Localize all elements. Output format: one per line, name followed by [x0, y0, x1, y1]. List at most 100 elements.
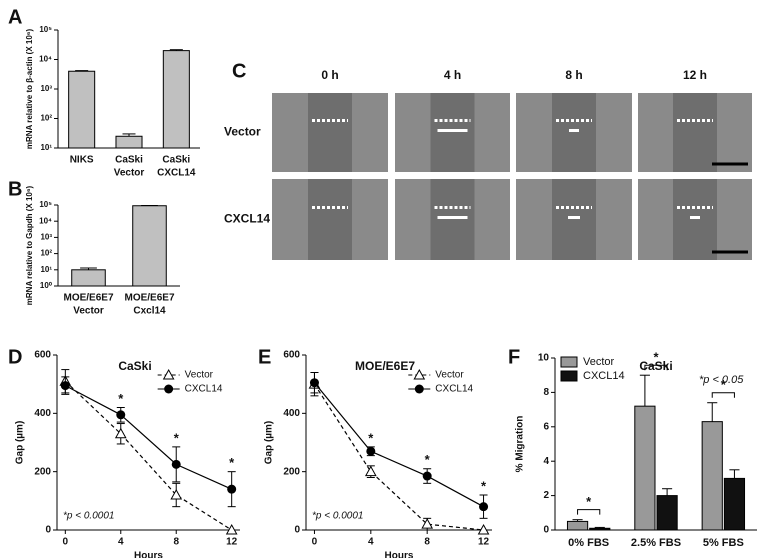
x-tick-label: Cxcl14 — [133, 306, 166, 317]
x-tick-label: 2.5% FBS — [631, 537, 681, 549]
series-line — [64, 380, 233, 531]
chart-title: CaSki — [639, 359, 672, 373]
annotation: *p < 0.0001 — [312, 511, 363, 522]
wound-gap — [308, 179, 352, 260]
y-tick-label: 10⁵ — [39, 25, 52, 34]
row-label: Vector — [224, 125, 261, 139]
significance-star: * — [118, 391, 124, 406]
column-header: 4 h — [444, 68, 461, 82]
x-tick-label: CXCL14 — [157, 168, 196, 179]
significance-bracket — [577, 509, 601, 515]
legend-swatch — [560, 370, 578, 382]
y-tick-label: 10⁴ — [39, 216, 52, 225]
legend-swatch — [560, 356, 578, 368]
bar — [656, 495, 678, 531]
y-axis-label: % Migration — [515, 416, 526, 473]
panel-letter: B — [8, 178, 22, 200]
marker — [421, 518, 434, 529]
y-tick-label: 6 — [543, 421, 549, 432]
marker — [171, 459, 181, 469]
bar — [701, 421, 723, 531]
x-tick-label: 12 — [478, 537, 490, 548]
marker — [477, 523, 490, 535]
y-tick-label: 200 — [283, 466, 300, 477]
x-tick-label: 0 — [63, 537, 69, 548]
significance-star: * — [425, 452, 431, 467]
legend-marker — [413, 368, 426, 380]
legend-label: CXCL14 — [435, 384, 473, 395]
x-tick-label: Vector — [114, 168, 145, 179]
panel-letter: E — [258, 346, 271, 368]
x-tick-label: MOE/E6E7 — [124, 293, 174, 304]
column-header: 0 h — [321, 68, 338, 82]
x-tick-label: 0% FBS — [568, 537, 609, 549]
x-tick-label: MOE/E6E7 — [63, 293, 113, 304]
panel-letter: A — [8, 6, 22, 28]
y-tick-label: 400 — [34, 408, 51, 419]
y-tick-label: 400 — [283, 408, 300, 419]
panel-letter: D — [8, 346, 22, 368]
marker — [225, 523, 238, 535]
x-tick-label: CaSki — [162, 155, 190, 166]
x-tick-label: NIKS — [70, 155, 94, 166]
significance-star: * — [368, 430, 374, 445]
legend-marker — [164, 384, 174, 394]
row-label: CXCL14 — [224, 212, 270, 226]
x-tick-label: 12 — [226, 537, 238, 548]
x-tick-label: 5% FBS — [703, 537, 744, 549]
bar — [71, 269, 106, 287]
marker — [422, 471, 432, 481]
wound-gap — [552, 179, 596, 260]
marker — [309, 378, 319, 388]
legend-label: Vector — [185, 370, 214, 381]
significance-star: * — [721, 377, 727, 392]
y-tick-label: 8 — [543, 387, 549, 398]
significance-bracket — [711, 392, 735, 398]
bar — [132, 205, 167, 287]
x-axis-label: Hours — [385, 551, 414, 558]
bar — [723, 477, 746, 531]
y-tick-label: 0 — [294, 525, 300, 536]
series-line — [313, 382, 484, 508]
bar — [589, 527, 611, 531]
y-tick-label: 600 — [34, 350, 51, 361]
y-tick-label: 10³ — [40, 84, 52, 93]
significance-bracket — [644, 364, 668, 371]
chart-title: CaSki — [118, 359, 151, 373]
x-tick-label: 4 — [368, 537, 374, 548]
bar — [566, 520, 589, 531]
x-tick-label: CaSki — [115, 155, 143, 166]
legend-marker — [162, 368, 175, 380]
legend-label: Vector — [435, 370, 464, 381]
marker — [116, 410, 126, 420]
marker — [227, 484, 237, 494]
legend-label: CXCL14 — [583, 370, 625, 382]
bar — [115, 135, 143, 149]
y-axis-label: Gap (µm) — [264, 421, 275, 465]
panel-letter: F — [508, 346, 520, 368]
y-tick-label: 10¹ — [40, 265, 52, 274]
x-tick-label: 8 — [173, 537, 179, 548]
significance-star: * — [586, 494, 592, 509]
chart-title: MOE/E6E7 — [355, 359, 415, 373]
marker — [170, 488, 183, 500]
y-tick-label: 10⁵ — [39, 200, 52, 209]
wound-gap — [430, 93, 475, 172]
annotation: *p < 0.05 — [699, 374, 744, 386]
wound-gap — [552, 93, 596, 172]
y-axis-label: Gap (µm) — [15, 421, 26, 465]
significance-star: * — [481, 478, 487, 493]
y-tick-label: 10³ — [40, 233, 52, 242]
series-line — [313, 383, 484, 531]
column-header: 8 h — [565, 68, 582, 82]
x-tick-label: 0 — [312, 537, 318, 548]
legend-label: Vector — [583, 356, 615, 368]
wound-gap — [308, 93, 352, 172]
significance-star: * — [229, 455, 235, 470]
wound-gap — [673, 93, 717, 172]
marker — [479, 502, 489, 512]
legend-marker — [414, 384, 424, 394]
wound-gap — [430, 179, 475, 260]
y-tick-label: 10¹ — [40, 143, 52, 152]
